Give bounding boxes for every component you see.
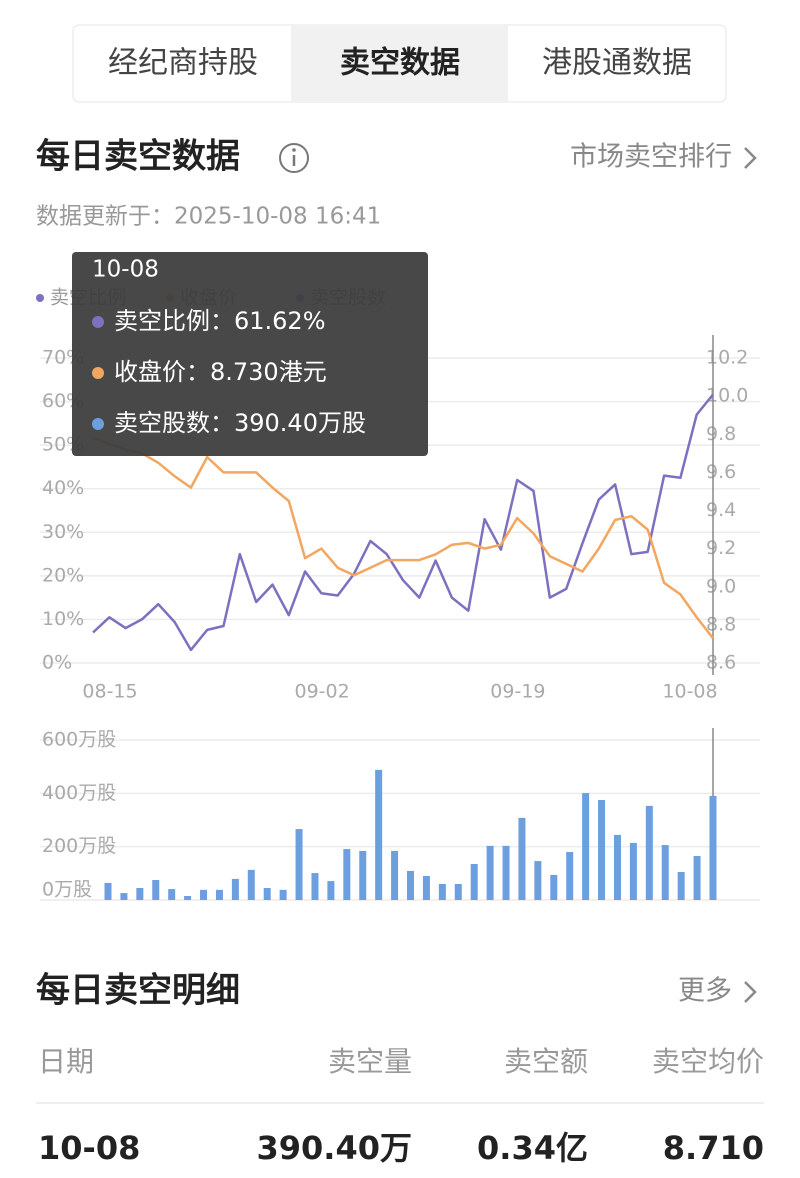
bar — [215, 889, 223, 900]
y-tick-label: 0万股 — [42, 879, 92, 901]
bar — [263, 888, 271, 900]
tooltip-dot — [92, 418, 104, 430]
bar — [566, 852, 574, 900]
y-tick-label: 20% — [42, 564, 84, 586]
x-tick-label: 08-15 — [82, 681, 137, 703]
bar — [486, 845, 494, 900]
bar — [661, 845, 669, 900]
bar — [438, 884, 446, 900]
more-link[interactable]: 更多 — [678, 976, 732, 1007]
legend-dot — [36, 294, 44, 302]
bar — [343, 849, 351, 900]
info-icon[interactable] — [279, 143, 309, 173]
y2-tick-label: 9.6 — [706, 461, 736, 483]
x-tick-label: 09-02 — [294, 681, 349, 703]
column-header: 卖空均价 — [652, 1045, 764, 1078]
chevron — [744, 981, 757, 1003]
section-title: 每日卖空数据 — [36, 137, 240, 177]
bar — [582, 793, 590, 900]
y2-tick-label: 9.8 — [706, 423, 736, 445]
bar — [231, 878, 239, 900]
tab[interactable]: 港股通数据 — [542, 46, 692, 81]
table-cell: 8.710 — [663, 1129, 764, 1167]
bar — [709, 795, 717, 900]
tooltip-dot — [92, 316, 104, 328]
bar — [693, 856, 701, 900]
bar — [279, 889, 287, 900]
x-tick-label: 09-19 — [490, 681, 545, 703]
bar — [168, 889, 176, 900]
bar — [327, 881, 335, 900]
tab-selected-bg — [291, 26, 508, 101]
table-cell: 0.34亿 — [477, 1129, 588, 1167]
series-line — [92, 436, 714, 639]
y-tick-label: 400万股 — [42, 782, 116, 804]
bar — [136, 888, 144, 900]
tooltip-date: 10-08 — [92, 257, 159, 283]
table-cell: 390.40万 — [257, 1129, 413, 1167]
chevron — [744, 147, 757, 169]
bar — [359, 850, 367, 900]
column-header: 日期 — [38, 1045, 94, 1078]
bar — [104, 882, 112, 900]
tab[interactable]: 经纪商持股 — [108, 46, 258, 81]
section-title: 每日卖空明细 — [36, 971, 240, 1011]
y-tick-label: 200万股 — [42, 835, 116, 857]
bar — [152, 880, 160, 900]
column-header: 卖空量 — [328, 1045, 412, 1078]
y2-tick-label: 9.4 — [706, 499, 736, 521]
bar — [200, 889, 208, 900]
x-tick-label: 10-08 — [662, 681, 717, 703]
y2-tick-label: 8.8 — [706, 613, 736, 635]
y-tick-label: 30% — [42, 521, 84, 543]
table-cell: 10-08 — [38, 1129, 140, 1167]
tooltip-item: 卖空比例：61.62% — [114, 307, 326, 335]
y-tick-label: 600万股 — [42, 729, 116, 751]
bar — [422, 876, 430, 900]
bar — [391, 850, 399, 900]
bar — [677, 872, 685, 900]
bar — [311, 873, 319, 900]
y-tick-label: 40% — [42, 477, 84, 499]
bar — [534, 861, 542, 900]
y2-tick-label: 9.2 — [706, 537, 736, 559]
y2-tick-label: 10.2 — [706, 347, 748, 369]
bar — [518, 817, 526, 900]
bar — [120, 893, 128, 900]
y-tick-label: 10% — [42, 608, 84, 630]
bar — [598, 800, 606, 900]
column-header: 卖空额 — [504, 1045, 588, 1078]
y2-tick-label: 8.6 — [706, 652, 736, 674]
bar — [645, 805, 653, 900]
bar — [375, 769, 383, 900]
bar — [295, 829, 303, 900]
bar — [407, 870, 414, 900]
y-tick-label: 0% — [42, 652, 72, 674]
ranking-link[interactable]: 市场卖空排行 — [570, 142, 732, 173]
update-time: 数据更新于：2025-10-08 16:41 — [36, 204, 381, 230]
tooltip-item: 收盘价：8.730港元 — [114, 358, 327, 386]
bar — [247, 869, 255, 900]
tooltip-bg — [72, 252, 428, 456]
bar — [502, 845, 510, 900]
tab[interactable]: 卖空数据 — [340, 46, 460, 81]
bar — [454, 884, 462, 900]
bar — [470, 864, 478, 900]
tooltip-item: 卖空股数：390.40万股 — [114, 409, 366, 437]
bar — [629, 842, 637, 900]
series-line — [92, 393, 714, 652]
bar — [613, 834, 621, 900]
tooltip-dot — [92, 367, 104, 379]
y2-tick-label: 9.0 — [706, 575, 736, 597]
y2-tick-label: 10.0 — [706, 385, 748, 407]
bar — [550, 874, 558, 900]
bar — [184, 896, 192, 900]
